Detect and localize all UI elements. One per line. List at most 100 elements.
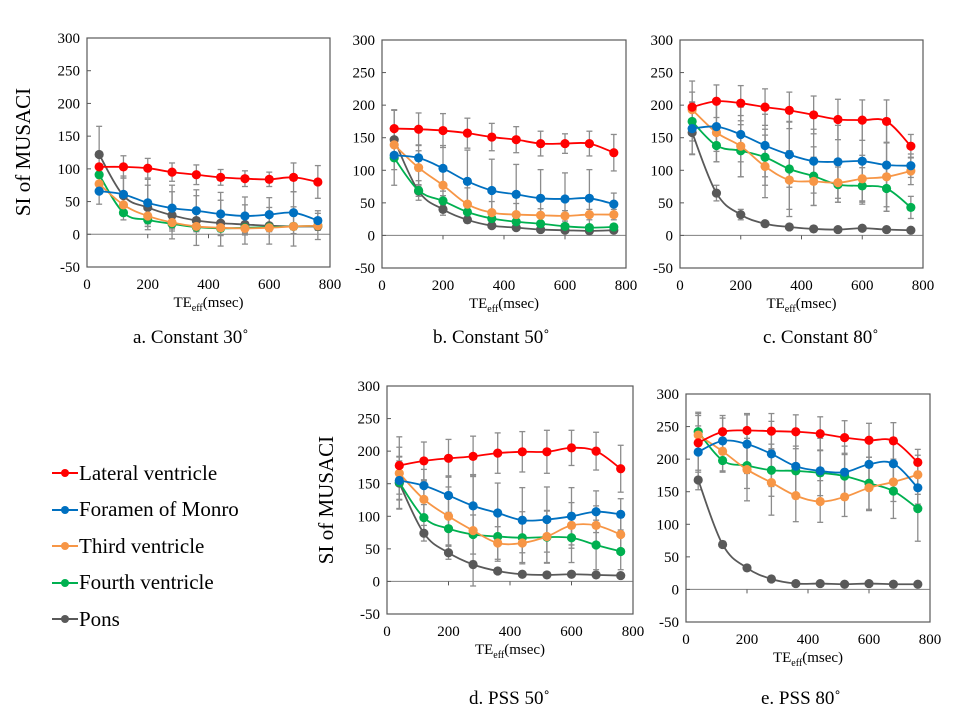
data-point <box>191 206 201 216</box>
data-point <box>536 219 546 229</box>
caption-c: c. Constant 80˚ <box>763 327 879 348</box>
data-point <box>94 170 104 180</box>
data-point <box>462 176 472 186</box>
y-tick-label: 300 <box>353 33 376 49</box>
data-point <box>493 538 503 548</box>
data-point <box>711 188 722 198</box>
data-point <box>687 123 697 134</box>
x-tick-label: 400 <box>797 632 820 648</box>
data-point <box>591 540 601 550</box>
data-point <box>809 176 819 186</box>
data-point <box>443 453 454 463</box>
data-point <box>736 98 746 108</box>
data-point <box>462 128 472 138</box>
y-tick-label: 50 <box>664 550 679 566</box>
data-point <box>438 180 448 190</box>
y-tick-label: 250 <box>651 66 674 82</box>
data-point <box>389 140 399 150</box>
data-point <box>815 429 825 439</box>
data-point <box>736 129 746 140</box>
data-point <box>143 211 153 221</box>
data-point <box>216 209 226 219</box>
series-line <box>691 100 912 147</box>
data-point <box>584 138 595 149</box>
data-point <box>857 181 867 191</box>
y-tick-label: -50 <box>360 607 380 623</box>
series-line <box>398 481 621 553</box>
data-point <box>462 207 472 217</box>
data-point <box>906 225 916 235</box>
data-point <box>888 477 899 487</box>
data-point <box>833 114 843 125</box>
data-point <box>493 448 503 458</box>
data-point <box>240 174 250 184</box>
legend-label: Third ventricle <box>79 533 205 558</box>
data-point <box>517 538 527 548</box>
x-axis-label: TEeff(msec) <box>773 650 843 669</box>
data-point <box>288 172 299 182</box>
data-point <box>888 459 899 469</box>
y-tick-label: 150 <box>353 131 376 147</box>
y-tick-label: -50 <box>653 261 673 277</box>
data-point <box>511 217 521 227</box>
data-point <box>616 464 626 474</box>
x-tick-label: 600 <box>258 277 281 293</box>
data-point <box>288 221 299 232</box>
series-line <box>697 434 919 503</box>
series-fourth-ventricle <box>389 153 619 233</box>
y-tick-label: 200 <box>353 98 376 114</box>
data-point <box>584 209 595 220</box>
y-tick-label: 200 <box>358 444 381 460</box>
series-foramen-of-monro <box>687 122 916 171</box>
data-point <box>313 177 323 187</box>
data-point <box>394 468 404 478</box>
y-tick-label: 150 <box>651 131 674 147</box>
legend-label: Pons <box>79 606 120 631</box>
data-point <box>687 102 697 112</box>
y-tick-label: -50 <box>60 260 80 276</box>
data-point <box>394 460 404 471</box>
caption-b: b. Constant 50˚ <box>433 327 550 348</box>
y-tick-label: 50 <box>365 542 380 558</box>
y-tick-label: 150 <box>657 485 680 501</box>
data-point <box>687 116 697 127</box>
data-point <box>742 439 752 449</box>
data-point <box>815 466 825 476</box>
y-tick-label: 300 <box>358 379 381 395</box>
data-point <box>591 570 601 580</box>
data-point <box>118 200 129 210</box>
y-axis-label: SI of MUSACI <box>11 88 35 216</box>
legend-item-pons: Pons <box>52 601 239 638</box>
data-point <box>591 507 601 517</box>
data-point <box>815 496 825 507</box>
data-point <box>94 162 104 172</box>
data-point <box>711 140 722 151</box>
data-point <box>216 172 226 182</box>
data-point <box>857 174 867 184</box>
data-point <box>313 215 323 226</box>
data-point <box>881 160 892 170</box>
data-point <box>864 435 874 445</box>
data-point <box>536 193 546 203</box>
data-point <box>542 570 552 580</box>
data-point <box>718 539 728 550</box>
x-tick-label: 600 <box>554 278 577 294</box>
data-point <box>711 122 722 132</box>
y-tick-label: 100 <box>58 162 81 178</box>
data-point <box>718 436 728 446</box>
y-tick-label: 50 <box>360 196 375 212</box>
series-line <box>697 479 918 586</box>
y-tick-label: -50 <box>659 615 679 631</box>
data-point <box>584 223 595 233</box>
data-point <box>766 574 777 584</box>
data-point <box>913 483 923 493</box>
series-line <box>399 479 621 522</box>
data-point <box>118 208 129 218</box>
data-point <box>584 193 595 203</box>
data-point <box>419 494 429 504</box>
series-line <box>692 125 911 167</box>
data-point <box>517 515 527 525</box>
data-point <box>833 178 843 188</box>
data-point <box>94 179 104 189</box>
